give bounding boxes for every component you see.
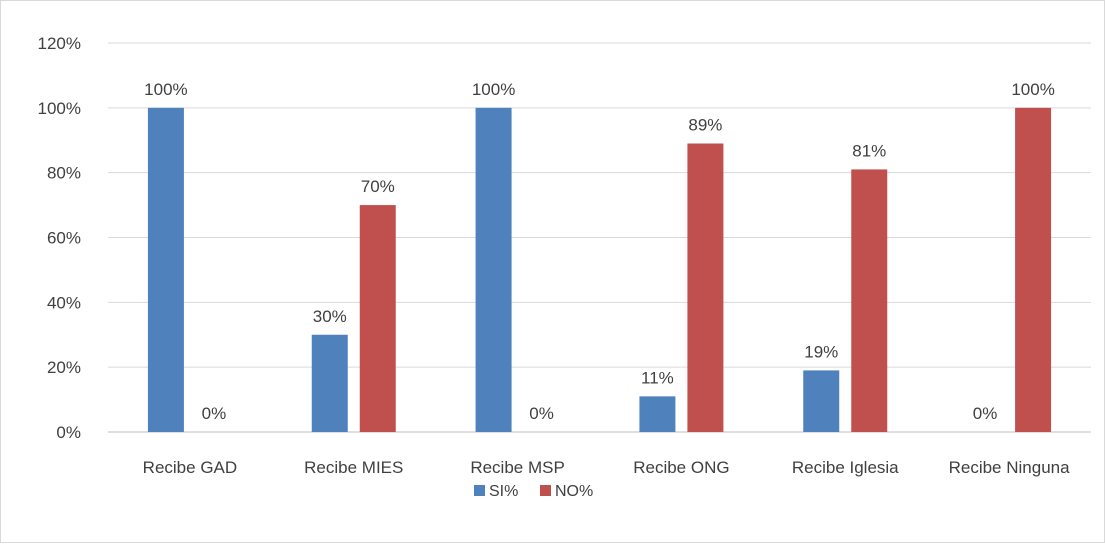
data-label: 0% (202, 404, 227, 423)
y-tick-label: 60% (47, 229, 81, 248)
data-label: 100% (1011, 80, 1054, 99)
legend-swatch-no (540, 485, 551, 496)
data-labels: 100% 0% 30% 70% 100% 0% 11% 89% 19% 81% 0% 100% (144, 80, 1055, 423)
bar-si (147, 107, 184, 432)
data-label: 81% (852, 141, 886, 160)
data-label: 11% (641, 368, 674, 387)
legend-label: NO% (555, 483, 593, 500)
y-tick-label: 40% (47, 293, 81, 312)
x-category-label: Recibe Ninguna (949, 458, 1071, 477)
legend-label: SI% (489, 483, 518, 500)
bar-no (359, 205, 396, 432)
bar-no (1015, 107, 1052, 432)
y-tick-label: 100% (38, 99, 81, 118)
x-category-label: Recibe GAD (143, 458, 237, 477)
data-label: 19% (804, 342, 838, 361)
x-category-label: Recibe ONG (633, 458, 729, 477)
x-category-label: Recibe MSP (470, 458, 564, 477)
x-axis: Recibe GAD Recibe MIES Recibe MSP Recibe ON… (143, 458, 1070, 477)
x-category-label: Recibe MIES (304, 458, 403, 477)
data-label: 70% (361, 177, 395, 196)
data-label: 100% (144, 80, 187, 99)
data-label: 0% (973, 404, 998, 423)
data-label: 30% (313, 307, 347, 326)
bar-no (851, 169, 888, 433)
data-label: 89% (688, 115, 722, 134)
bar-si (639, 396, 676, 432)
y-tick-label: 80% (47, 164, 81, 183)
bar-si (803, 370, 840, 432)
legend-swatch-si (474, 485, 485, 496)
bars (147, 107, 1052, 433)
legend: SI% NO% (474, 483, 593, 500)
x-category-label: Recibe Iglesia (792, 458, 899, 477)
bar-no (687, 143, 724, 432)
bar-si (311, 334, 348, 432)
bar-si (475, 107, 512, 432)
data-label: 0% (529, 404, 554, 423)
data-label: 100% (472, 80, 515, 99)
y-tick-label: 120% (38, 34, 81, 53)
y-tick-label: 20% (47, 358, 81, 377)
gridlines (108, 42, 1091, 433)
y-axis: 0% 20% 40% 60% 80% 100% 120% (38, 34, 81, 442)
y-tick-label: 0% (56, 423, 81, 442)
